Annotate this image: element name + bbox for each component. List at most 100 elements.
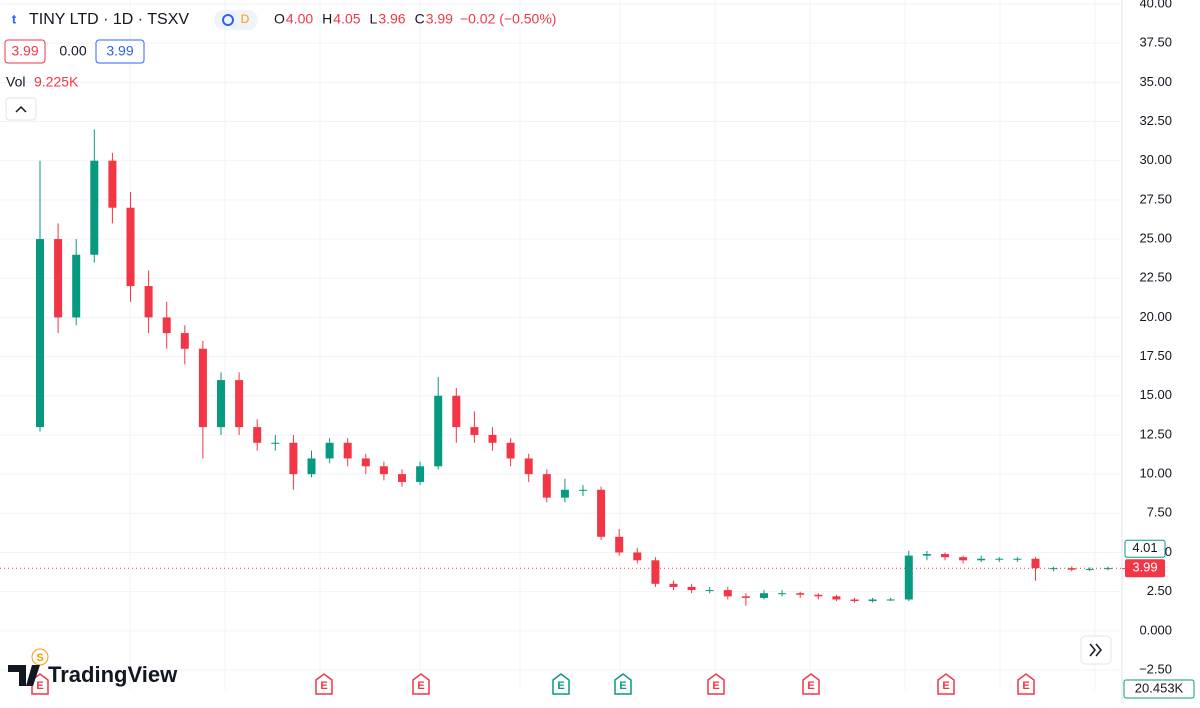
ohlc-value: 3.96 bbox=[378, 11, 405, 27]
y-tick-label: 7.50 bbox=[1147, 505, 1172, 520]
ref-price-label: 4.01 bbox=[1132, 540, 1157, 555]
y-tick-label: 15.00 bbox=[1139, 387, 1172, 402]
price-box bbox=[4, 39, 46, 64]
badge-pill bbox=[214, 10, 258, 30]
ohlc-value: 4.05 bbox=[333, 11, 360, 27]
event-label: S bbox=[36, 652, 43, 664]
candle-body bbox=[108, 160, 117, 208]
event-label: E bbox=[712, 680, 719, 692]
event-marker[interactable] bbox=[707, 673, 725, 695]
event-label: E bbox=[36, 680, 43, 692]
logo-text: TradingView bbox=[48, 662, 178, 687]
symbol-logo-letter: t bbox=[12, 11, 17, 26]
candle-body bbox=[144, 286, 153, 318]
candle-body bbox=[1085, 568, 1094, 570]
collapse-button[interactable] bbox=[5, 97, 37, 121]
candle-body bbox=[1103, 568, 1112, 570]
y-tick-label: 22.50 bbox=[1139, 270, 1172, 285]
candle-body bbox=[669, 583, 678, 587]
legend-header: t TINY LTD · 1D · TSXV D O 4.00 H 4.05 L 3.96 C 3.… bbox=[6, 10, 556, 30]
price-box-label: 3.99 bbox=[11, 43, 38, 59]
event-label: E bbox=[807, 680, 814, 692]
candle-body bbox=[343, 442, 352, 459]
ohlc-key: O bbox=[274, 11, 285, 27]
event-marker[interactable] bbox=[412, 673, 430, 695]
candle-body bbox=[434, 395, 443, 467]
candle-body bbox=[922, 554, 931, 556]
candle-body bbox=[217, 380, 225, 428]
y-tick-label: −2.50 bbox=[1139, 661, 1172, 676]
candle-body bbox=[1013, 558, 1022, 560]
candle-body bbox=[778, 593, 787, 595]
candle-body bbox=[904, 555, 913, 600]
candle-body bbox=[54, 239, 63, 318]
event-label: E bbox=[557, 680, 564, 692]
event-marker[interactable] bbox=[31, 673, 49, 695]
candle-body bbox=[579, 489, 587, 491]
event-marker[interactable] bbox=[614, 673, 632, 695]
scroll-button[interactable] bbox=[1080, 635, 1112, 665]
event-label: E bbox=[1022, 680, 1029, 692]
candle-body bbox=[198, 348, 207, 428]
volume-axis-box bbox=[1123, 679, 1195, 699]
candle-body bbox=[796, 593, 805, 595]
candle-body bbox=[542, 474, 551, 498]
event-marker[interactable] bbox=[937, 673, 955, 695]
candle-body bbox=[959, 557, 968, 561]
event-marker[interactable] bbox=[315, 673, 333, 695]
candle-body bbox=[36, 239, 44, 428]
event-marker[interactable] bbox=[552, 673, 570, 695]
candle-body bbox=[524, 458, 533, 475]
candle-body bbox=[379, 466, 388, 475]
candle-body bbox=[452, 395, 461, 428]
y-tick-label: 17.50 bbox=[1139, 348, 1172, 363]
y-tick-label: 2.50 bbox=[1147, 583, 1172, 598]
y-tick-label: 10.00 bbox=[1139, 466, 1172, 481]
symbol-logo bbox=[6, 12, 22, 28]
candle-body bbox=[307, 458, 316, 475]
ohlc-key: H bbox=[322, 11, 332, 27]
price-box bbox=[95, 39, 145, 64]
price-box-label: 3.99 bbox=[106, 43, 133, 59]
candle-body bbox=[850, 599, 859, 602]
y-tick-label: 12.50 bbox=[1139, 426, 1172, 441]
candle-body bbox=[253, 427, 262, 443]
candle-body bbox=[633, 552, 642, 561]
ohlc-key: C bbox=[415, 11, 425, 27]
symbol-title: TINY LTD · 1D · TSXV bbox=[29, 11, 189, 28]
ref-price-box bbox=[1124, 539, 1166, 558]
candle-body bbox=[235, 380, 244, 428]
y-tick-label: 27.50 bbox=[1139, 191, 1172, 206]
candle-body bbox=[1067, 568, 1076, 570]
candle-body bbox=[723, 590, 732, 597]
y-tick-label: 35.00 bbox=[1139, 74, 1172, 89]
volume-label: Vol bbox=[6, 74, 25, 90]
candle-body bbox=[1049, 568, 1058, 570]
candle-body bbox=[416, 466, 425, 482]
candle-body bbox=[651, 560, 660, 584]
candle-body bbox=[941, 554, 949, 558]
candle-body bbox=[90, 160, 99, 255]
badge: D bbox=[241, 12, 250, 26]
y-tick-label: 37.50 bbox=[1139, 35, 1172, 50]
event-label: E bbox=[417, 680, 424, 692]
event-marker[interactable] bbox=[1017, 673, 1035, 695]
candle-body bbox=[126, 207, 135, 287]
candle-body bbox=[977, 558, 986, 561]
change: −0.02 (−0.50%) bbox=[460, 11, 557, 27]
last-price-box bbox=[1125, 559, 1165, 578]
candle-body bbox=[398, 474, 406, 482]
candle-body bbox=[180, 333, 189, 349]
last-price-label: 3.99 bbox=[1132, 560, 1157, 575]
event-marker[interactable] bbox=[802, 673, 820, 695]
ohlc-key: L bbox=[370, 11, 378, 27]
event-label: E bbox=[942, 680, 949, 692]
y-tick-label: 40.00 bbox=[1139, 0, 1172, 10]
volume-value: 9.225K bbox=[34, 74, 79, 90]
moon-icon bbox=[222, 14, 234, 26]
candle-body bbox=[995, 558, 1004, 560]
candle-body bbox=[325, 442, 334, 459]
candle-body bbox=[868, 599, 877, 602]
